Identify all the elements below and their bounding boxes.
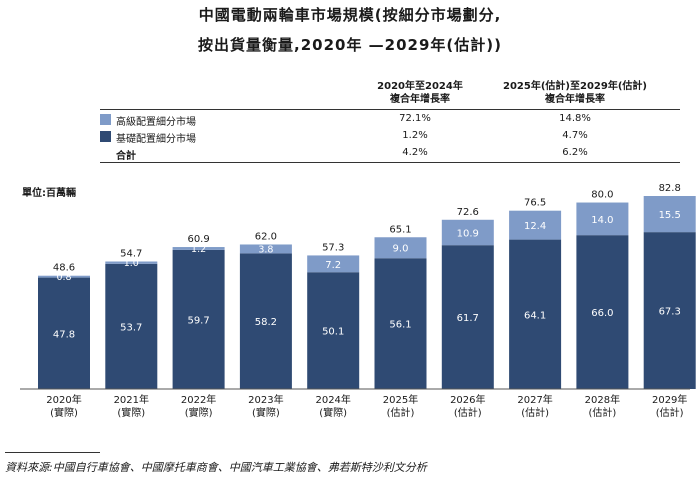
label-total-2: 60.9 xyxy=(187,234,209,245)
label-total-3: 62.0 xyxy=(255,231,277,242)
label-premium-1: 1.0 xyxy=(124,258,139,269)
table-bottom-rule xyxy=(100,162,680,163)
x-subtick-8: (估計) xyxy=(588,406,616,419)
label-total-6: 72.6 xyxy=(457,207,479,218)
label-premium-0: 0.8 xyxy=(56,272,71,283)
x-tick-3: 2023年 xyxy=(248,393,283,406)
x-tick-9: 2029年 xyxy=(652,393,687,406)
x-tick-5: 2025年 xyxy=(383,393,418,406)
x-tick-6: 2026年 xyxy=(450,393,485,406)
table-row-label-basic: 基礎配置細分市場 xyxy=(116,134,196,145)
label-premium-2: 1.2 xyxy=(191,244,206,255)
x-tick-2: 2022年 xyxy=(181,393,216,406)
source-rule xyxy=(5,452,100,453)
label-total-9: 82.8 xyxy=(659,183,681,194)
chart-title-line1: 中國電動兩輪車市場規模(按細分市場劃分, xyxy=(198,6,502,24)
bar-basic-4 xyxy=(307,272,360,389)
x-subtick-0: (實際) xyxy=(50,406,78,419)
x-tick-4: 2024年 xyxy=(315,393,350,406)
x-subtick-6: (估計) xyxy=(454,406,482,419)
x-subtick-4: (實際) xyxy=(319,406,347,419)
bar-basic-0 xyxy=(38,277,90,389)
x-subtick-9: (估計) xyxy=(656,406,684,419)
label-basic-0: 47.8 xyxy=(53,329,75,340)
label-basic-2: 59.7 xyxy=(187,315,209,326)
x-tick-7: 2027年 xyxy=(517,393,552,406)
unit-label: 單位:百萬輛 xyxy=(22,188,76,199)
table-row-label-premium: 高級配置細分市場 xyxy=(116,117,196,128)
bar-basic-6 xyxy=(441,245,494,389)
bar-basic-8 xyxy=(576,235,629,389)
label-premium-4: 7.2 xyxy=(325,260,341,271)
label-basic-8: 66.0 xyxy=(591,308,613,319)
cagr2-premium: 14.8% xyxy=(559,113,591,124)
bar-premium-2 xyxy=(172,247,225,250)
label-basic-6: 61.7 xyxy=(457,313,479,324)
bar-premium-7 xyxy=(509,210,562,240)
cagr-header-2020-2024-line1: 2020年至2024年 xyxy=(377,81,463,92)
bar-premium-3 xyxy=(239,244,292,254)
bar-premium-0 xyxy=(38,275,90,278)
x-tick-1: 2021年 xyxy=(114,393,149,406)
bar-basic-1 xyxy=(105,263,158,389)
cagr1-total: 4.2% xyxy=(402,147,428,158)
cagr-header-2025-2029-line1: 2025年(估計)至2029年(估計) xyxy=(503,81,647,92)
x-tick-0: 2020年 xyxy=(46,393,81,406)
cagr-header-2025-2029: 2025年(估計)至2029年(估計) 複合年增長率 xyxy=(480,80,670,106)
cagr1-premium: 72.1% xyxy=(399,113,431,124)
table-top-rule xyxy=(100,109,680,110)
cagr2-basic: 4.7% xyxy=(562,130,588,141)
x-subtick-7: (估計) xyxy=(521,406,549,419)
legend-swatch-basic xyxy=(100,131,111,142)
label-premium-9: 15.5 xyxy=(659,210,681,221)
label-total-0: 48.6 xyxy=(53,263,75,274)
cagr-header-2020-2024-line2: 複合年增長率 xyxy=(390,94,450,105)
bar-premium-4 xyxy=(307,255,360,273)
label-premium-7: 12.4 xyxy=(524,221,546,232)
label-basic-3: 58.2 xyxy=(255,317,277,328)
label-total-4: 57.3 xyxy=(322,242,344,253)
bar-basic-9 xyxy=(643,232,696,389)
label-premium-6: 10.9 xyxy=(457,228,479,239)
bar-premium-1 xyxy=(105,261,158,264)
x-subtick-1: (實際) xyxy=(117,406,145,419)
x-subtick-2: (實際) xyxy=(185,406,213,419)
chart-title-line2: 按出貨量衡量,2020年 —2029年(估計)) xyxy=(198,36,502,54)
label-total-1: 54.7 xyxy=(120,248,142,259)
cagr-header-2020-2024: 2020年至2024年 複合年增長率 xyxy=(360,80,480,106)
source-note: 資料來源:中國自行車協會、中國摩托車商會、中國汽車工業協會、弗若斯特沙利文分析 xyxy=(5,461,427,474)
x-tick-8: 2028年 xyxy=(585,393,620,406)
label-basic-4: 50.1 xyxy=(322,327,344,338)
stacked-bar-chart: 47.80.848.62020年(實際)53.71.054.72021年(實際)… xyxy=(20,183,696,419)
cagr1-basic: 1.2% xyxy=(402,130,428,141)
bar-basic-7 xyxy=(509,239,562,389)
bar-premium-5 xyxy=(374,237,427,259)
bar-basic-5 xyxy=(374,258,427,389)
bar-premium-9 xyxy=(643,196,696,233)
cagr-header-2025-2029-line2: 複合年增長率 xyxy=(545,94,605,105)
bar-basic-2 xyxy=(172,249,225,389)
bar-premium-8 xyxy=(576,202,629,236)
table-row-label-total: 合計 xyxy=(116,151,136,162)
label-premium-5: 9.0 xyxy=(393,244,409,255)
label-premium-3: 3.8 xyxy=(258,244,273,255)
label-total-5: 65.1 xyxy=(389,224,411,235)
label-total-7: 76.5 xyxy=(524,198,546,209)
label-premium-8: 14.0 xyxy=(591,215,613,226)
x-subtick-5: (估計) xyxy=(387,406,415,419)
cagr2-total: 6.2% xyxy=(562,147,588,158)
bar-premium-6 xyxy=(441,219,494,246)
x-subtick-3: (實際) xyxy=(252,406,280,419)
label-basic-1: 53.7 xyxy=(120,322,142,333)
legend-swatch-premium xyxy=(100,114,111,125)
bar-basic-3 xyxy=(239,253,292,389)
label-basic-7: 64.1 xyxy=(524,310,546,321)
label-total-8: 80.0 xyxy=(591,190,613,201)
label-basic-9: 67.3 xyxy=(659,307,681,318)
label-basic-5: 56.1 xyxy=(389,320,411,331)
